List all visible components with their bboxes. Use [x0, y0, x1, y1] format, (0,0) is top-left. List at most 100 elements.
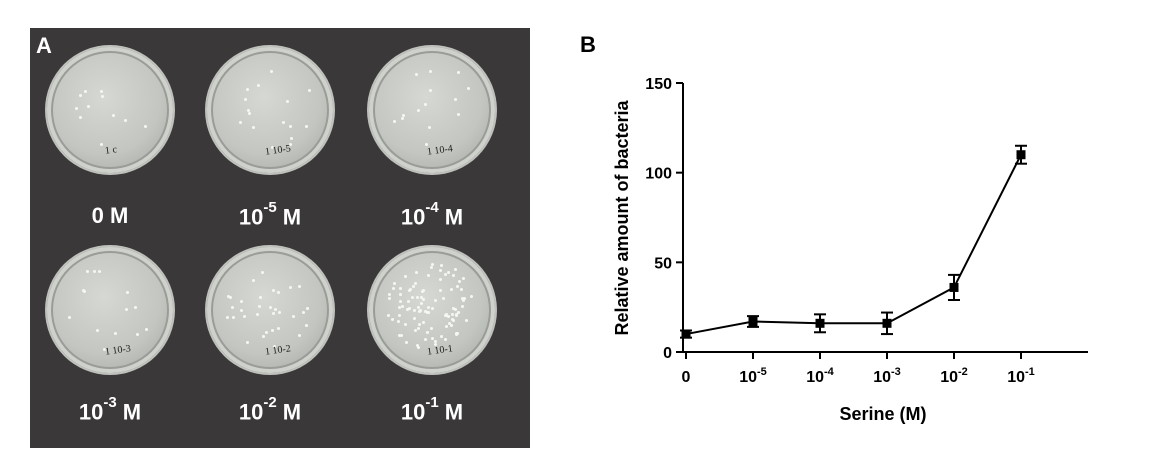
y-tick-label: 150	[645, 76, 672, 93]
colony-dot	[443, 273, 447, 277]
colony-dot	[439, 269, 443, 273]
petri-dish: 1 10-3	[47, 247, 173, 373]
colony-dot	[460, 288, 464, 292]
colony-dot	[245, 341, 249, 345]
colony-dot	[239, 299, 243, 303]
colony-dot	[256, 313, 260, 317]
colony-dot	[430, 326, 434, 330]
colony-dot	[417, 345, 421, 349]
colony-dot	[96, 328, 100, 332]
colony-dot	[305, 125, 309, 129]
plate-concentration-label: 10-3 M	[78, 394, 142, 425]
colony-dot	[402, 113, 406, 117]
colony-dot	[134, 306, 138, 310]
colony-dot	[454, 98, 458, 102]
colony-dot	[397, 305, 401, 309]
colony-dot	[86, 270, 90, 274]
colony-dot	[413, 309, 417, 313]
colony-dot	[301, 311, 305, 315]
colony-dot	[399, 334, 403, 338]
colony-dot	[268, 306, 272, 310]
plate-concentration-label: 10-2 M	[238, 394, 302, 425]
colony-dot	[411, 285, 415, 289]
colony-dot	[456, 113, 460, 117]
colony-dot	[306, 307, 310, 311]
colony-dot	[439, 264, 443, 268]
plate-concentration-label: 10-1 M	[400, 394, 464, 425]
colony-dot	[231, 316, 235, 320]
colony-dot	[290, 136, 294, 140]
colony-dot	[420, 290, 424, 294]
colony-dot	[82, 289, 86, 293]
colony-dot	[289, 286, 293, 290]
colony-dot	[277, 291, 281, 294]
colony-dot	[466, 86, 470, 90]
x-tick-label: 10-2	[940, 366, 968, 386]
colony-dot	[272, 289, 276, 293]
colony-dot	[408, 307, 412, 311]
colony-dot	[399, 286, 403, 290]
colony-dot	[456, 284, 460, 288]
petri-dish: 1 c	[47, 47, 173, 173]
colony-dot	[425, 143, 429, 147]
colony-dot	[243, 97, 247, 101]
colony-dot	[462, 299, 466, 303]
x-tick-label: 10-4	[806, 366, 834, 386]
colony-dot	[414, 271, 418, 275]
colony-dot	[430, 266, 434, 270]
colony-dot	[270, 328, 274, 332]
x-tick-label: 10-3	[873, 366, 901, 386]
colony-dot	[245, 88, 249, 92]
y-tick-label: 50	[654, 255, 672, 272]
colony-dot	[457, 279, 461, 283]
y-tick-label: 100	[645, 166, 672, 183]
colony-dot	[246, 108, 250, 112]
colony-dot	[251, 278, 255, 282]
colony-dot	[78, 115, 82, 119]
colony-dot	[257, 305, 261, 309]
data-point	[1016, 150, 1026, 160]
panel-b-letter: B	[580, 32, 596, 57]
x-tick-label: 10-1	[1007, 366, 1035, 386]
colony-dot	[411, 296, 415, 300]
colony-dot	[272, 312, 276, 316]
colony-dot	[398, 293, 402, 297]
colony-dot	[455, 332, 459, 336]
colony-dot	[277, 310, 281, 314]
colony-dot	[426, 274, 430, 278]
colony-dot	[227, 294, 231, 298]
colony-dot	[387, 292, 391, 296]
colony-dot	[288, 143, 292, 147]
colony-dot	[226, 316, 230, 320]
colony-dot	[452, 318, 456, 322]
colony-dot	[444, 313, 448, 317]
colony-dot	[450, 312, 454, 316]
colony-dot	[286, 99, 290, 103]
colony-dot	[444, 337, 448, 341]
colony-dot	[447, 315, 451, 319]
colony-dot	[393, 282, 397, 286]
colony-dot	[460, 305, 464, 309]
colony-dot	[405, 340, 409, 344]
colony-dot	[99, 142, 103, 146]
colony-dot	[434, 342, 438, 346]
colony-dot	[228, 295, 232, 299]
colony-dot	[273, 344, 277, 348]
x-tick-label: 10-5	[739, 366, 767, 386]
data-point	[748, 317, 758, 327]
colony-dot	[270, 146, 274, 150]
colony-dot	[431, 336, 435, 340]
colony-dot	[424, 338, 428, 342]
colony-dot	[417, 309, 421, 313]
data-point	[815, 318, 825, 328]
x-axis-title: Serine (M)	[839, 404, 926, 424]
colony-dot	[112, 113, 116, 117]
petri-dish: 1 10-1	[369, 247, 495, 373]
colony-dot	[84, 89, 88, 93]
colony-dot	[405, 307, 409, 311]
plate-concentration-label: 10-4 M	[400, 199, 464, 230]
colony-dot	[454, 307, 458, 311]
colony-dot	[258, 295, 262, 299]
colony-dot	[451, 306, 455, 310]
